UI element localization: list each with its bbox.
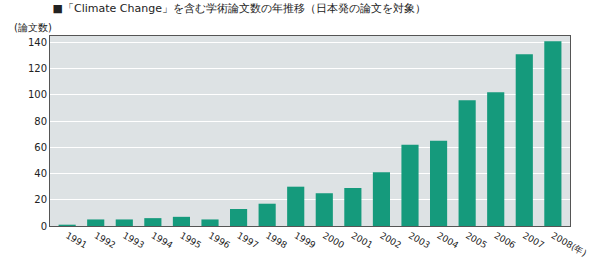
svg-text:1996: 1996 <box>207 230 232 250</box>
svg-text:1991: 1991 <box>64 230 89 250</box>
svg-text:■「Climate Change」を含む学術論文数の年推移（: ■「Climate Change」を含む学術論文数の年推移（日本発の論文を対象） <box>53 2 426 15</box>
svg-text:1999: 1999 <box>292 230 317 250</box>
svg-text:60: 60 <box>34 142 47 153</box>
svg-text:2001: 2001 <box>350 230 375 250</box>
svg-text:1997: 1997 <box>235 230 260 250</box>
svg-text:140: 140 <box>28 37 47 48</box>
svg-text:1994: 1994 <box>150 230 175 250</box>
svg-text:2008(年): 2008(年) <box>550 230 589 258</box>
svg-text:2007: 2007 <box>521 230 546 250</box>
svg-text:20: 20 <box>34 194 47 205</box>
svg-text:100: 100 <box>28 89 47 100</box>
svg-text:1998: 1998 <box>264 230 289 250</box>
svg-text:0: 0 <box>41 221 47 232</box>
svg-text:2004: 2004 <box>435 230 460 250</box>
svg-text:2002: 2002 <box>378 230 403 250</box>
svg-text:2000: 2000 <box>321 230 346 250</box>
svg-text:80: 80 <box>34 116 47 127</box>
svg-text:2003: 2003 <box>407 230 432 250</box>
svg-text:1992: 1992 <box>92 230 117 250</box>
svg-text:1993: 1993 <box>121 230 146 250</box>
svg-text:1995: 1995 <box>178 230 203 250</box>
svg-text:2006: 2006 <box>492 230 517 250</box>
svg-text:40: 40 <box>34 168 47 179</box>
svg-text:120: 120 <box>28 63 47 74</box>
svg-text:(論文数): (論文数) <box>14 22 52 33</box>
svg-text:2005: 2005 <box>464 230 489 250</box>
